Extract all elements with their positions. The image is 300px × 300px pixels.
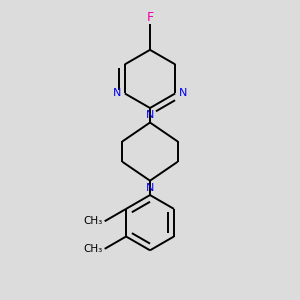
Text: N: N [146,110,154,120]
Text: CH₃: CH₃ [83,244,103,254]
Text: N: N [179,88,188,98]
Text: CH₃: CH₃ [83,216,103,226]
Text: F: F [146,11,154,23]
Text: N: N [146,183,154,193]
Text: N: N [112,88,121,98]
